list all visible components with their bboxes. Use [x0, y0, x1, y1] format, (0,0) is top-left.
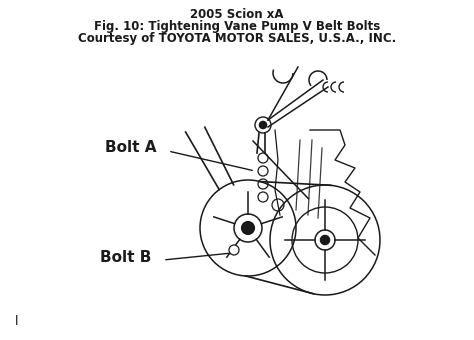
Text: Courtesy of TOYOTA MOTOR SALES, U.S.A., INC.: Courtesy of TOYOTA MOTOR SALES, U.S.A., … — [78, 32, 396, 45]
Circle shape — [229, 245, 239, 255]
Text: l: l — [15, 315, 18, 328]
Circle shape — [320, 236, 329, 244]
Text: Bolt B: Bolt B — [100, 251, 151, 266]
Text: 2005 Scion xA: 2005 Scion xA — [190, 8, 284, 21]
Circle shape — [242, 222, 254, 234]
Text: Fig. 10: Tightening Vane Pump V Belt Bolts: Fig. 10: Tightening Vane Pump V Belt Bol… — [94, 20, 380, 33]
Circle shape — [259, 121, 266, 129]
Text: Bolt A: Bolt A — [105, 140, 156, 155]
